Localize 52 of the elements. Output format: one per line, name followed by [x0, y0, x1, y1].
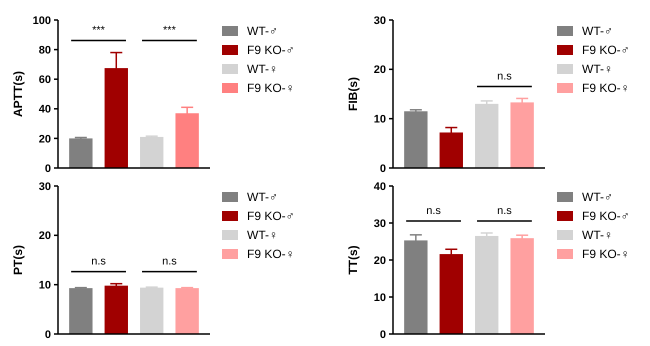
y-tick-label: 60 [38, 74, 51, 86]
bar [404, 111, 428, 168]
y-tick-label: 80 [38, 44, 51, 56]
y-tick-label: 30 [38, 180, 51, 193]
y-axis-title: TT(s) [346, 245, 360, 275]
annotation: n.s [162, 256, 178, 268]
y-tick-label: 0 [380, 328, 386, 341]
legend-label: F9 KO-♀ [582, 247, 630, 262]
bar [510, 102, 534, 168]
legend-label: WT-♀ [247, 228, 278, 242]
annotation: n.s [497, 204, 512, 217]
legend-label: WT-♂ [582, 24, 613, 38]
legend-label: WT-♀ [582, 228, 613, 242]
bar [140, 136, 164, 168]
y-tick-label: 0 [44, 328, 51, 341]
y-tick-label: 20 [38, 133, 51, 146]
y-tick-label: 100 [32, 14, 51, 27]
legend-label: WT-♀ [582, 62, 613, 76]
legend-label: F9 KO-♂ [247, 209, 295, 224]
y-tick-label: 20 [38, 230, 51, 242]
y-axis-title: FIB(s) [346, 77, 360, 111]
bar [475, 104, 498, 168]
y-tick-label: 10 [38, 280, 51, 292]
y-tick-label: 20 [374, 254, 386, 267]
y-tick-label: 30 [374, 218, 386, 230]
y-tick-label: 0 [44, 162, 51, 175]
y-tick-label: 10 [374, 292, 386, 304]
annotation: *** [92, 24, 106, 37]
y-tick-label: 40 [374, 180, 386, 193]
legend-label: F9 KO-♀ [247, 247, 295, 262]
y-axis-title: PT(s) [11, 244, 25, 275]
y-tick-label: 40 [38, 104, 51, 116]
legend-label: F9 KO-♂ [582, 209, 630, 224]
legend-label: F9 KO-♀ [582, 81, 630, 96]
legend-label: F9 KO-♀ [247, 81, 295, 96]
legend-label: WT-♂ [247, 24, 278, 38]
annotation: n.s [91, 256, 106, 268]
y-tick-label: 10 [374, 114, 386, 126]
legend-label: F9 KO-♂ [247, 43, 295, 58]
annotation: *** [163, 24, 177, 37]
y-tick-label: 20 [374, 64, 386, 76]
y-axis-title: APTT(s) [11, 71, 25, 117]
annotation: n.s [426, 204, 442, 217]
bar [69, 138, 93, 168]
legend-label: WT-♂ [247, 190, 278, 204]
legend-label: WT-♀ [247, 62, 278, 76]
legend-label: F9 KO-♂ [582, 43, 630, 58]
legend-label: WT-♂ [582, 190, 613, 204]
y-tick-label: 30 [374, 14, 386, 27]
annotation: n.s [497, 70, 512, 82]
bar [440, 132, 463, 168]
y-tick-label: 0 [380, 162, 386, 175]
